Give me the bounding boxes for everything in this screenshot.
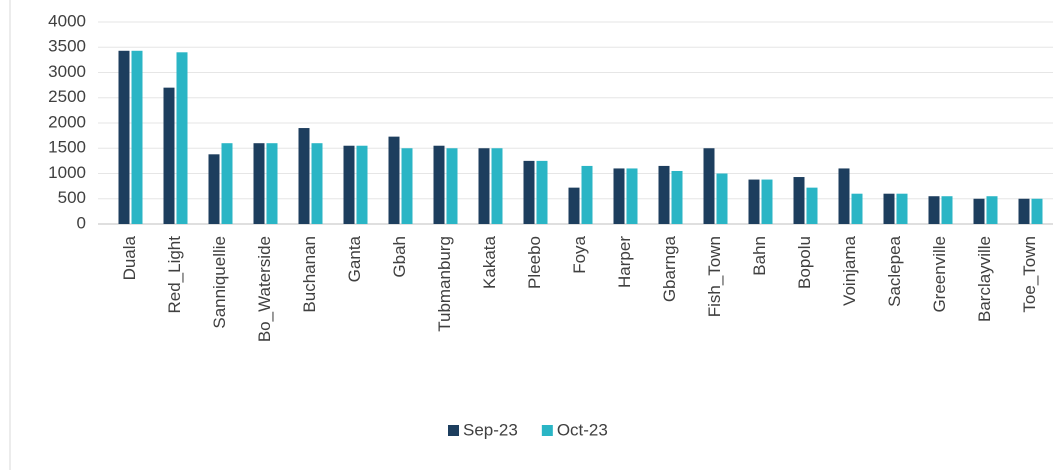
- bar: [311, 143, 323, 224]
- bar: [343, 145, 355, 224]
- x-tick-label: Kakata: [480, 235, 499, 288]
- bar: [1031, 198, 1043, 224]
- x-tick-label: Tubmanburg: [435, 236, 454, 332]
- x-tick-label: Voinjama: [840, 235, 859, 305]
- bar: [491, 148, 503, 224]
- y-tick-label: 3500: [48, 37, 86, 56]
- bar: [973, 198, 985, 224]
- bar: [253, 143, 265, 224]
- x-tick-label: Gbah: [390, 236, 409, 278]
- x-tick-label: Bahn: [750, 236, 769, 276]
- bar: [838, 168, 850, 224]
- bar: [613, 168, 625, 224]
- bar: [658, 165, 670, 224]
- bar: [793, 177, 805, 224]
- bar: [208, 154, 220, 224]
- y-tick-label: 1000: [48, 163, 86, 182]
- bar: [896, 193, 908, 224]
- x-tick-label: Greenville: [930, 236, 949, 313]
- bar: [941, 196, 953, 224]
- bar: [478, 148, 490, 224]
- bar: [401, 148, 413, 224]
- x-tick-label: Sanniquellie: [210, 236, 229, 329]
- y-tick-label: 4000: [48, 11, 86, 30]
- x-tick-label: Red_Light: [165, 236, 184, 314]
- x-tick-label: Barclayville: [975, 236, 994, 322]
- bar: [536, 160, 548, 224]
- bar: [883, 193, 895, 224]
- bar: [446, 148, 458, 224]
- bar: [928, 196, 940, 224]
- bar: [523, 160, 535, 224]
- bar: [581, 165, 593, 224]
- x-tick-label: Buchanan: [300, 236, 319, 313]
- bar: [716, 173, 728, 224]
- bar: [806, 187, 818, 224]
- x-tick-label: Bopolu: [795, 236, 814, 289]
- x-tick-label: Duala: [120, 235, 139, 280]
- x-tick-label: Gbarnga: [660, 235, 679, 302]
- bar: [671, 170, 683, 224]
- bar: [986, 196, 998, 224]
- y-tick-label: 500: [58, 188, 86, 207]
- bar: [388, 136, 400, 224]
- x-tick-label: Foya: [570, 235, 589, 273]
- bar: [356, 145, 368, 224]
- legend-swatch: [541, 425, 553, 436]
- legend-label: Sep-23: [463, 420, 518, 439]
- y-tick-label: 2000: [48, 112, 86, 131]
- x-tick-label: Fish_Town: [705, 236, 724, 317]
- bar: [221, 143, 233, 224]
- y-tick-label: 0: [77, 213, 86, 232]
- bar: [761, 179, 773, 224]
- bar: [851, 193, 863, 224]
- bar: [568, 187, 580, 224]
- bar: [703, 148, 715, 224]
- bar: [163, 87, 175, 225]
- x-tick-label: Toe_Town: [1020, 236, 1039, 313]
- y-tick-label: 3000: [48, 62, 86, 81]
- bar: [626, 168, 638, 224]
- x-tick-label: Pleebo: [525, 236, 544, 289]
- bar: [176, 52, 188, 224]
- x-tick-label: Ganta: [345, 235, 364, 282]
- bar: [118, 50, 130, 224]
- x-tick-label: Bo_Waterside: [255, 236, 274, 342]
- y-tick-label: 1500: [48, 138, 86, 157]
- bar: [131, 50, 143, 224]
- x-tick-label: Saclepea: [885, 235, 904, 306]
- x-tick-label: Harper: [615, 236, 634, 288]
- y-tick-label: 2500: [48, 87, 86, 106]
- legend-label: Oct-23: [557, 420, 608, 439]
- bar: [748, 179, 760, 224]
- bar: [266, 143, 278, 224]
- legend-swatch: [448, 425, 459, 436]
- bar: [433, 145, 445, 224]
- bar: [298, 128, 310, 224]
- bar: [1018, 198, 1030, 224]
